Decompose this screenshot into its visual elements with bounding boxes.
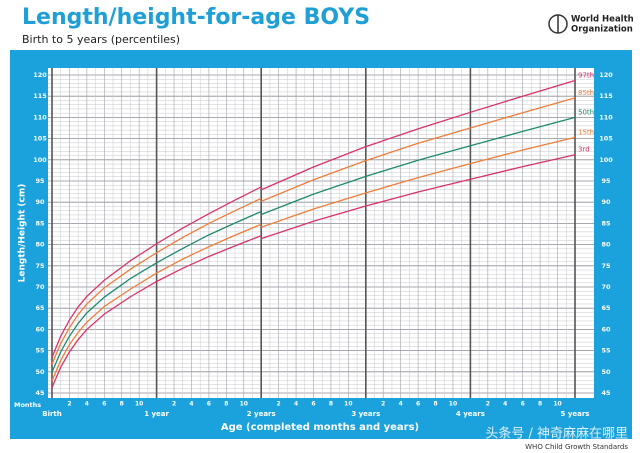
x-year-label: 5 years [561,410,590,418]
x-tick-label: 2 [486,401,490,408]
x-axis-label: Age (completed months and years) [221,422,419,433]
y-tick-label: 80 [601,241,611,249]
percentile-line [51,116,576,373]
x-tick-label: 6 [102,401,106,408]
x-tick-label: 8 [538,401,542,408]
y-tick-label: 45 [601,389,611,397]
y-tick-label: 85 [35,219,45,227]
legend-label: 97th [578,72,594,80]
x-year-label: 4 years [456,410,485,418]
x-tick-label: 4 [399,401,403,408]
y-tick-label: 115 [599,92,613,100]
y-tick-label: 100 [599,156,613,164]
x-year-label: 1 year [144,410,169,418]
watermark: 头条号 / 神奇麻麻在哪里 [485,426,628,442]
y-tick-label: 75 [35,262,45,270]
y-axis-label: Length/Height (cm) [18,184,28,283]
y-tick-label: 120 [599,71,613,79]
x-tick-label: 8 [329,401,333,408]
percentile-line [51,97,576,365]
y-tick-label: 65 [601,304,611,312]
legend-label: 85th [578,89,594,97]
y-tick-label: 100 [33,156,47,164]
y-tick-label: 55 [601,347,611,355]
x-year-label: Birth [42,410,62,418]
y-tick-label: 85 [601,219,611,227]
legend-label: 3rd [578,146,590,154]
chart-title: Length/height-for-age BOYS [22,5,370,30]
x-tick-label: 10 [344,401,352,408]
y-tick-label: 45 [35,389,45,397]
y-tick-label: 115 [33,92,47,100]
x-tick-label: 2 [381,401,385,408]
x-tick-label: 2 [277,401,281,408]
x-tick-label: 10 [135,401,143,408]
org-name: World Health [571,15,634,25]
x-tick-label: 6 [311,401,315,408]
x-tick-label: 2 [67,401,71,408]
y-tick-label: 60 [601,325,611,333]
percentile-line [51,136,576,381]
x-tick-label: 4 [294,401,298,408]
y-tick-label: 90 [601,198,611,206]
x-tick-label: 10 [240,401,248,408]
y-tick-label: 55 [35,347,45,355]
y-tick-label: 110 [33,113,47,121]
y-tick-label: 70 [35,283,45,291]
y-tick-label: 110 [599,113,613,121]
x-tick-label: 8 [224,401,228,408]
x-tick-label: 10 [553,401,561,408]
y-tick-label: 75 [601,262,611,270]
percentile-line [51,79,576,358]
org-name: Organization [571,25,633,35]
x-tick-label: 4 [85,401,89,408]
legend-label: 50th [578,108,594,116]
x-unit-label: Months [14,401,41,409]
source: WHO Child Growth Standards [525,443,628,451]
legend-label: 15th [578,128,594,136]
chart-subtitle: Birth to 5 years (percentiles) [22,33,180,46]
x-tick-label: 10 [449,401,457,408]
y-tick-label: 90 [35,198,45,206]
y-tick-label: 95 [35,177,45,185]
y-tick-label: 50 [601,368,611,376]
y-tick-label: 65 [35,304,45,312]
who-logo: World Health Organization [548,14,634,35]
y-tick-label: 105 [599,135,613,143]
y-tick-label: 60 [35,325,45,333]
y-tick-label: 80 [35,241,45,249]
y-tick-label: 105 [33,135,47,143]
percentile-line [51,154,576,388]
x-tick-label: 6 [521,401,525,408]
y-tick-label: 50 [35,368,45,376]
y-tick-label: 95 [601,177,611,185]
x-tick-label: 8 [433,401,437,408]
x-tick-label: 8 [120,401,124,408]
x-tick-label: 6 [207,401,211,408]
x-tick-label: 6 [416,401,420,408]
x-tick-label: 4 [503,401,507,408]
grid [48,68,594,398]
x-tick-label: 2 [172,401,176,408]
x-year-label: 2 years [247,410,276,418]
y-tick-label: 70 [601,283,611,291]
x-year-label: 3 years [351,410,380,418]
y-tick-label: 120 [33,71,47,79]
x-tick-label: 4 [189,401,193,408]
